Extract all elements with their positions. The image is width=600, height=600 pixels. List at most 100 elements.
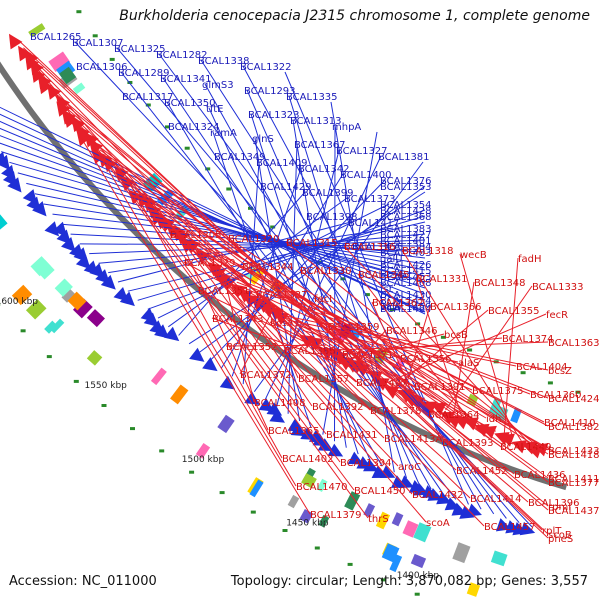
marker-tick xyxy=(130,427,135,431)
label-connector xyxy=(239,309,274,375)
label-connector xyxy=(208,258,371,411)
label-connector xyxy=(26,182,426,277)
gene-label-inner: bcsZ xyxy=(548,366,572,377)
feature-block xyxy=(0,213,8,235)
feature-block xyxy=(48,51,71,73)
feature-block xyxy=(35,259,55,280)
label-connector xyxy=(212,131,312,428)
gene-label-inner: BCAL1316 xyxy=(344,242,396,253)
gene-label-inner: fecR xyxy=(546,310,568,321)
marker-tick xyxy=(73,379,79,383)
label-connector xyxy=(292,119,347,448)
label-connector xyxy=(227,237,548,451)
label-connector xyxy=(257,298,357,383)
gene-label-inner: aroC xyxy=(398,462,421,473)
gene-arrow-forward xyxy=(266,402,283,416)
gene-label-outer: BCAL1350 xyxy=(164,98,216,109)
label-connector xyxy=(310,334,343,355)
gene-label-outer: BCAL1381 xyxy=(378,152,430,163)
accession-label: Accession: NC_011000 xyxy=(9,574,157,589)
feature-block xyxy=(410,553,427,569)
label-connector xyxy=(253,161,424,392)
gene-label-outer: BCAL1400 xyxy=(340,170,392,181)
kbp-tick-label: 1450 kbp xyxy=(286,519,329,529)
label-connector xyxy=(38,70,427,523)
inner-label-group: BCAL1305BCAL1320BCAL1315BCAL1316BCAL1318… xyxy=(18,39,600,545)
gene-label-inner: BCAL1470 xyxy=(296,482,348,493)
label-connector xyxy=(288,95,407,479)
feature-block xyxy=(402,520,419,538)
marker-tick xyxy=(109,57,115,61)
label-connector xyxy=(0,106,426,315)
gene-arrow-forward xyxy=(89,263,105,278)
gene-label-inner: BCAL1365 xyxy=(268,426,320,437)
gene-label-inner: BCAL1457 xyxy=(484,522,536,533)
label-connector xyxy=(250,113,359,455)
gene-label-inner: wecB xyxy=(460,250,487,261)
gene-label-inner: BCAL1404 xyxy=(516,362,568,373)
feature-block xyxy=(301,473,317,489)
label-connector xyxy=(162,77,444,495)
gene-label-inner: BCAL1345 xyxy=(358,270,410,281)
marker-tick xyxy=(127,81,133,84)
marker-tick xyxy=(440,335,446,339)
gene-arrow-forward xyxy=(83,260,99,276)
feature-block xyxy=(217,414,235,434)
gene-arrow-forward xyxy=(495,518,512,532)
feature-block xyxy=(490,550,508,567)
gene-label-inner: BCAL1352 xyxy=(226,342,278,353)
feature-block xyxy=(249,479,264,498)
gene-label-outer: BCAL1428 xyxy=(380,206,432,217)
gene-label-outer: BCAL1354 xyxy=(380,200,432,211)
gene-label-inner: thrS xyxy=(368,514,389,525)
gene-arrow-forward xyxy=(140,307,156,323)
gene-label-inner: BCAL1394 xyxy=(340,458,392,469)
feature-block xyxy=(72,82,86,95)
gene-arrow-forward xyxy=(459,505,475,519)
feature-block xyxy=(389,554,403,573)
label-connector xyxy=(181,234,549,427)
gene-arrow-reverse xyxy=(8,33,23,50)
gene-label-outer: BCAL1335 xyxy=(286,92,338,103)
label-connector xyxy=(246,89,420,484)
gene-label-inner: BCAL1410 xyxy=(544,418,596,429)
marker-tick xyxy=(364,293,370,297)
gene-label-outer: BCAL1313 xyxy=(290,116,342,127)
gene-arrow-forward xyxy=(371,465,388,478)
label-connector xyxy=(93,142,549,483)
gene-label-outer: BCAL1459 xyxy=(380,302,432,313)
marker-tick xyxy=(159,449,165,453)
label-connector xyxy=(147,209,426,310)
gene-arrow-forward xyxy=(44,221,60,237)
gene-label-outer: BCAL1427 xyxy=(380,230,432,241)
label-connector xyxy=(123,176,341,463)
gene-label-inner: rplT xyxy=(542,526,562,537)
gene-label-inner: BCAL1318 xyxy=(402,246,454,257)
gene-arrow-reverse xyxy=(231,283,247,298)
gene-label-inner: BCAL1351 xyxy=(198,286,250,297)
gene-arrow-forward xyxy=(512,521,528,536)
label-connector xyxy=(269,321,373,374)
label-connector xyxy=(157,203,390,319)
marker-tick xyxy=(76,10,82,14)
label-connector xyxy=(17,172,426,283)
feature-block xyxy=(67,291,87,311)
label-connector xyxy=(108,227,394,274)
gene-label-inner: BCAL1331 xyxy=(416,274,468,285)
label-connector xyxy=(225,344,326,347)
gene-label-inner: BCAL1364 xyxy=(428,410,480,421)
gene-label-outer: BCAL1349 xyxy=(214,152,266,163)
gene-label-inner: BCAL1363 xyxy=(548,338,600,349)
gene-label-outer: BCAL1429 xyxy=(260,182,312,193)
gene-label-outer: BCAL1398 xyxy=(306,212,358,223)
label-connector xyxy=(204,83,432,490)
gene-label-inner: BCAL1382 xyxy=(548,422,600,433)
label-connector xyxy=(76,121,413,495)
label-connector xyxy=(445,285,533,411)
gene-label-inner: BCAL1414 xyxy=(470,494,522,505)
gene-label-inner: BCAL1411 xyxy=(548,474,600,485)
gene-arrow-reverse xyxy=(511,440,528,454)
genome-stats: Topology: circular; Length: 3,870,082 bp… xyxy=(230,574,588,589)
label-connector xyxy=(48,85,311,515)
